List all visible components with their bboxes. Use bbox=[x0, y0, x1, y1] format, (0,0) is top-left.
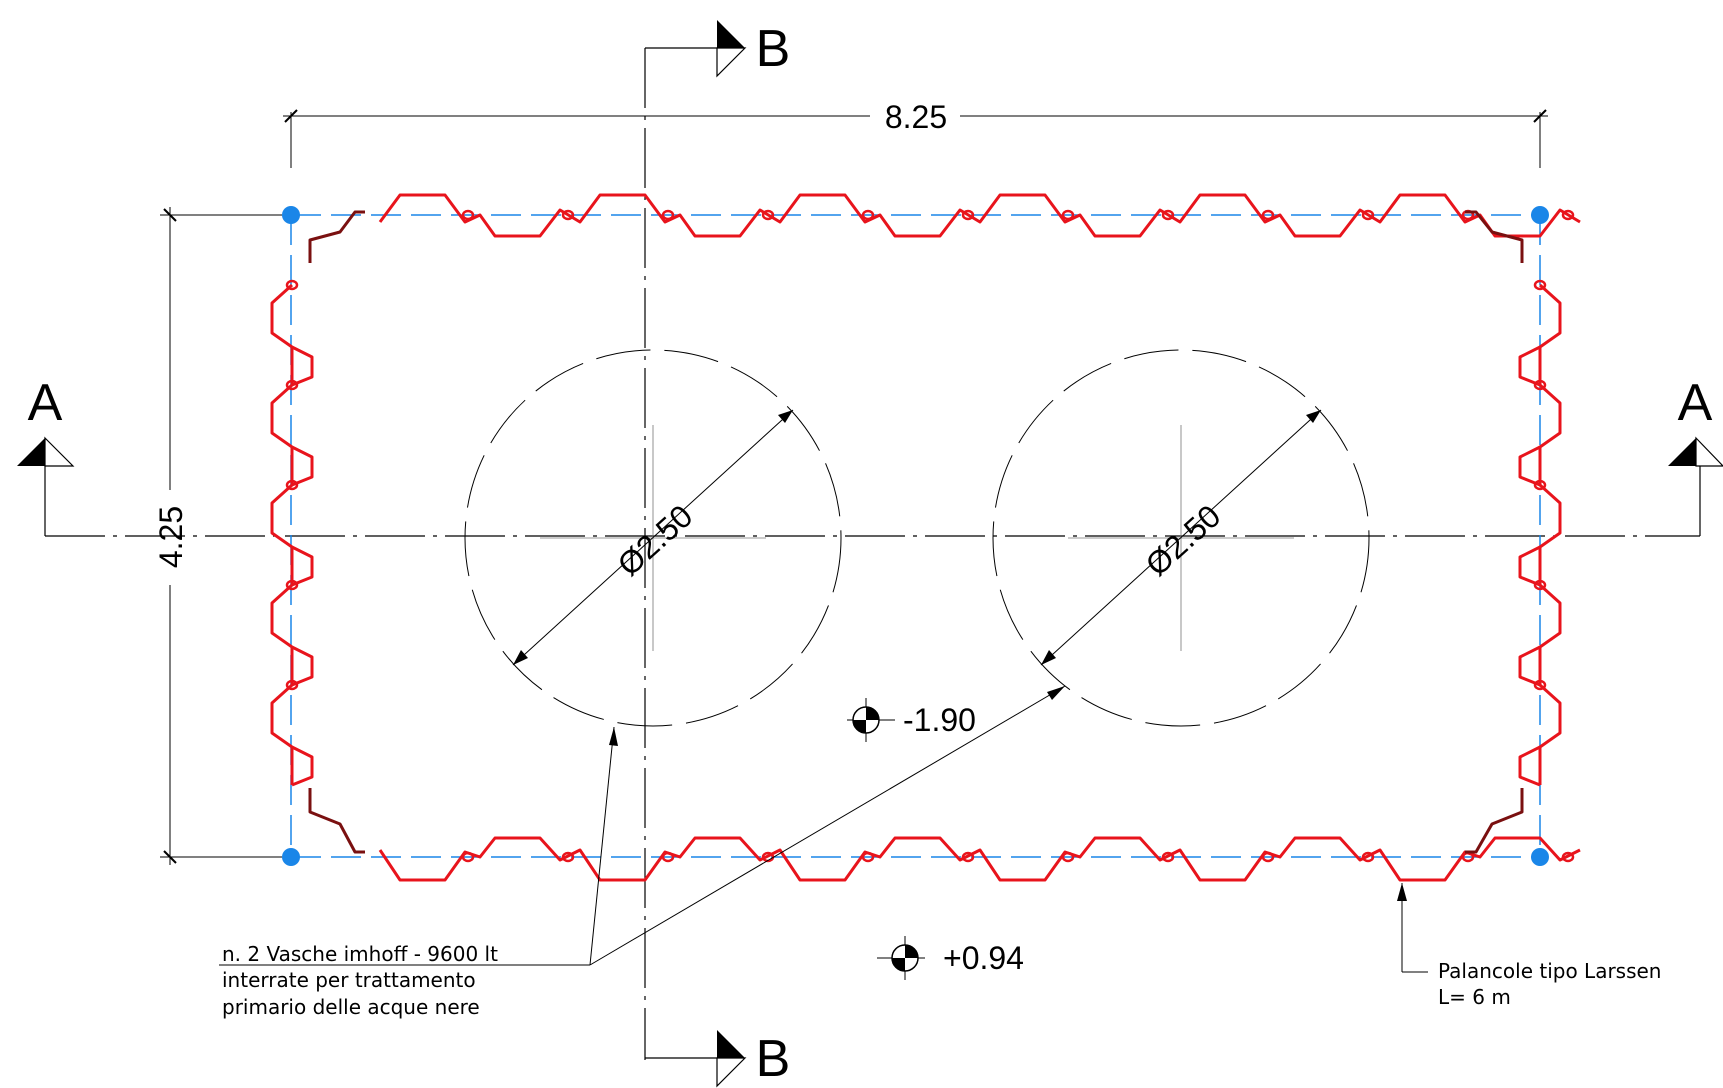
sheet-pile-right-inner bbox=[1520, 347, 1540, 785]
sheet-piles-note-line2: L= 6 m bbox=[1438, 985, 1511, 1009]
corner-point bbox=[282, 848, 300, 866]
sheet-pile-corner bbox=[1465, 788, 1522, 852]
section-arrow-a-right: A bbox=[1668, 374, 1723, 466]
level-mark-ground: +0.94 bbox=[877, 936, 1024, 980]
sheet-pile-left bbox=[272, 285, 292, 785]
section-label-a-left: A bbox=[28, 374, 63, 432]
level-mark-bottom: -1.90 bbox=[847, 698, 976, 742]
tank-right-diameter: Ø2.50 bbox=[1139, 498, 1228, 583]
sheet-pile-corner bbox=[310, 212, 365, 263]
section-arrow-b-bottom: B bbox=[717, 1030, 790, 1088]
sheet-pile-wall bbox=[272, 195, 1580, 880]
tanks-note-line1: n. 2 Vasche imhoff - 9600 lt bbox=[222, 942, 498, 966]
tank-right: Ø2.50 bbox=[993, 350, 1369, 726]
sheet-pile-right bbox=[1540, 285, 1560, 785]
sheet-piles-leader: Palancole tipo Larssen L= 6 m bbox=[1397, 883, 1662, 1009]
level-ground-label: +0.94 bbox=[943, 940, 1024, 976]
section-arrow-a-left: A bbox=[17, 374, 73, 466]
sheet-piles-note-line1: Palancole tipo Larssen bbox=[1438, 959, 1662, 983]
dimension-length-label: 8.25 bbox=[885, 99, 947, 135]
tanks-note-line2: interrate per trattamento bbox=[222, 968, 476, 992]
sheet-pile-bottom bbox=[380, 838, 1580, 880]
tanks-note-line3: primario delle acque nere bbox=[222, 995, 480, 1019]
tank-left: Ø2.50 bbox=[465, 350, 841, 726]
section-label-b-top: B bbox=[756, 20, 791, 78]
dimension-length: 8.25 bbox=[283, 99, 1548, 168]
level-bottom-label: -1.90 bbox=[903, 702, 976, 738]
section-arrow-b-top: B bbox=[717, 20, 790, 78]
corner-point bbox=[1531, 848, 1549, 866]
sheet-pile-corner bbox=[310, 788, 365, 852]
dimension-width-label: 4.25 bbox=[153, 506, 189, 568]
section-label-b-bottom: B bbox=[756, 1030, 791, 1088]
corner-point bbox=[282, 206, 300, 224]
section-label-a-right: A bbox=[1678, 374, 1713, 432]
sheet-pile-left-inner bbox=[292, 347, 312, 785]
corner-point bbox=[1531, 206, 1549, 224]
tank-left-diameter: Ø2.50 bbox=[611, 498, 700, 583]
